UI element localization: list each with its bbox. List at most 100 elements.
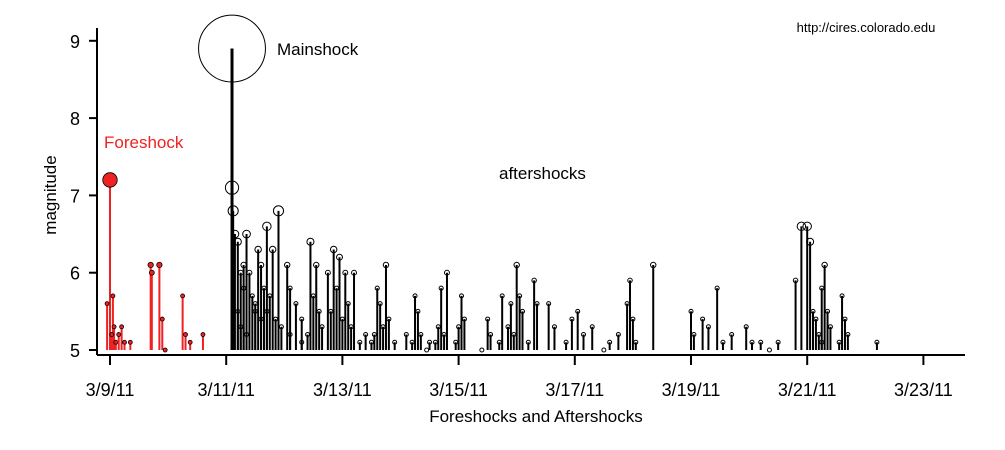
aftershock-marker [427,339,433,345]
foreshock-marker [156,261,163,269]
aftershock-marker [720,339,726,345]
foreshock-marker [102,172,118,188]
foreshock-marker [122,339,127,345]
aftershock-marker [235,308,241,314]
aftershock-marker [252,301,258,307]
foreshock-marker [109,332,115,337]
aftershock-marker [438,285,444,291]
aftershock-marker [409,339,415,345]
aftershock-marker [278,324,284,330]
aftershock-marker [257,261,265,269]
aftershock-marker [749,339,755,345]
aftershock-marker [287,332,293,338]
aftershock-marker [371,332,377,338]
aftershock-marker [691,332,697,338]
series-foreshocks [102,172,206,353]
aftershock-marker [758,339,764,345]
aftershock-marker [775,339,781,345]
aftershock-marker [810,308,816,314]
aftershock-marker [392,339,398,345]
aftershock-marker [328,308,334,314]
y-axis-label: magnitude [41,155,60,234]
foreshock-marker [200,332,206,337]
foreshock-marker [148,269,155,276]
aftershock-marker [508,301,514,307]
aftershock-marker [842,316,848,322]
aftershock-marker [377,301,383,307]
aftershock-marker [441,332,447,338]
plot-area [102,14,880,353]
aftershock-marker [224,180,240,195]
aftershock-marker [386,316,392,322]
foreshock-marker [116,332,122,337]
foreshock-marker [147,261,154,269]
aftershock-marker [479,347,485,353]
aftershock-marker [262,221,272,232]
aftershock-marker [293,301,299,307]
foreshock-marker [162,347,168,353]
aftershock-marker [287,285,293,291]
aftershock-marker [272,205,285,217]
aftershock-marker [299,316,305,322]
aftershock-marker [607,339,613,345]
aftershock-marker [813,316,819,322]
aftershock-marker [254,245,262,254]
aftershock-marker [444,269,450,276]
y-tick-label: 9 [70,32,80,52]
aftershock-marker [633,339,639,345]
aftershock-marker [238,324,244,330]
aftershock-marker [499,293,505,299]
aftershock-marker [424,347,430,353]
aftershock-marker [575,308,581,314]
aftershock-marker [534,301,540,307]
x-tick-label: 3/9/11 [86,380,135,400]
aftershock-marker [485,316,491,322]
aftershock-marker [313,261,320,269]
aftershock-marker [380,324,386,330]
aftershock-marker [581,332,587,338]
aftershock-marker [258,316,264,322]
aftershock-marker [874,339,880,345]
aftershock-marker [563,339,569,345]
aftershock-marker [488,332,494,338]
aftershock-marker [345,301,351,307]
aftershock-marker [415,308,421,314]
aftershock-marker [517,293,523,299]
foreshock-marker [180,293,186,299]
y-tick-label: 5 [70,341,80,361]
y-tick-label: 6 [70,264,80,284]
aftershock-marker [589,324,595,330]
foreshock-marker [119,324,125,330]
aftershock-marker [334,285,340,291]
aftershock-marker [819,339,825,345]
aftershock-marker [839,293,845,299]
aftershock-marker [615,332,621,338]
aftershock-marker [816,332,822,338]
aftershock-marker [459,293,465,299]
aftershock-marker [453,339,459,345]
aftershock-marker [836,339,842,345]
x-tick-label: 3/11/11 [198,380,255,400]
aftershock-marker [403,332,409,338]
aftershock-marker [336,253,343,261]
aftershock-marker [418,332,424,338]
aftershock-marker [357,339,363,345]
aftershock-marker [743,324,749,330]
aftershock-marker [329,245,338,254]
aftershock-marker [246,269,253,276]
aftershock-marker [766,347,772,353]
foreshock-marker [113,339,119,345]
foreshock-marker [111,324,117,330]
source-url: http://cires.colorado.edu [797,20,936,35]
aftershock-marker [432,339,438,345]
aftershock-marker [268,245,277,254]
aftershock-marker [249,293,255,299]
aftershock-marker [714,285,720,291]
foreshock-marker [187,339,193,345]
aftershock-marker [627,277,633,284]
aftershock-marker [324,269,331,276]
aftershock-marker [374,285,380,291]
aftershock-marker [796,221,807,232]
aftershock-marker [351,269,357,276]
foreshock-marker [104,301,110,307]
